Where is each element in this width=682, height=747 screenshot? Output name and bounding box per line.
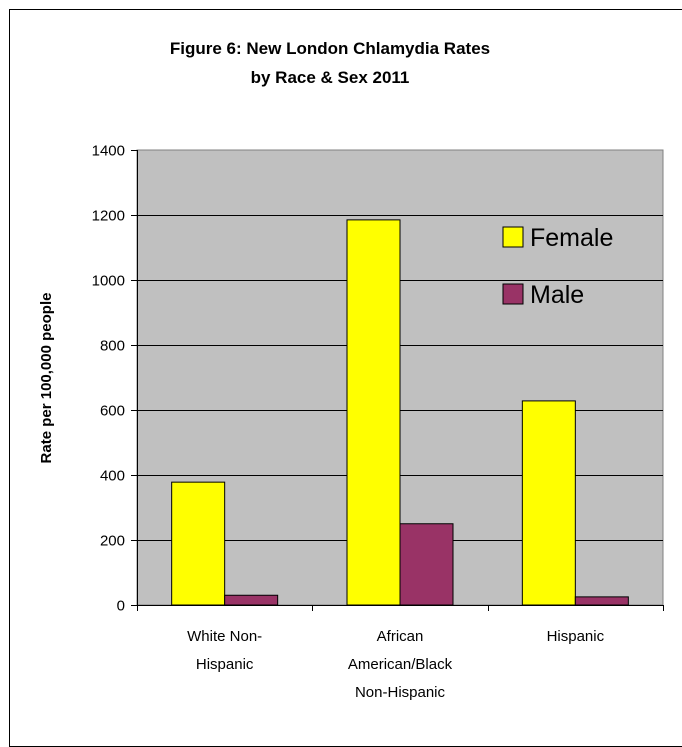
bar-female-1 <box>346 219 401 606</box>
bar-male-1 <box>399 523 454 606</box>
y-tick-label: 1200 <box>92 208 125 225</box>
bar-male-2 <box>574 596 629 606</box>
legend-swatch-male <box>502 283 524 305</box>
x-axis-ticks <box>137 605 664 611</box>
legend-label-male: Male <box>530 281 584 309</box>
y-axis-ticks: 0 200 400 600 800 1000 1200 1400 <box>92 143 137 615</box>
legend: Female Male <box>502 224 613 309</box>
x-category-label: Non-Hispanic <box>355 684 446 701</box>
x-category-label: Hispanic <box>547 628 605 645</box>
y-tick-label: 600 <box>100 403 125 420</box>
y-tick-label: 0 <box>117 598 125 615</box>
y-tick-label: 1400 <box>92 143 125 160</box>
bar-female-2 <box>521 400 576 606</box>
x-category-label: African <box>377 628 424 645</box>
chart-title: Figure 6: New London Chlamydia Rates by … <box>60 34 600 92</box>
legend-swatch-female <box>502 226 524 248</box>
y-tick-label: 200 <box>100 533 125 550</box>
bar-female-0 <box>171 481 226 606</box>
bars <box>171 219 629 606</box>
x-axis-labels: White Non- Hispanic African American/Black N… <box>187 628 604 701</box>
x-category-label: Hispanic <box>196 656 254 673</box>
y-axis-label: Rate per 100,000 people <box>38 293 55 464</box>
chart-title-line-1: Figure 6: New London Chlamydia Rates <box>169 39 491 58</box>
legend-label-female: Female <box>530 224 613 252</box>
y-tick-label: 1000 <box>92 273 125 290</box>
bar-male-0 <box>224 594 279 606</box>
x-category-label: American/Black <box>348 656 453 673</box>
chart-title-line-2: by Race & Sex 2011 <box>250 68 410 87</box>
y-tick-label: 400 <box>100 468 125 485</box>
x-category-label: White Non- <box>187 628 262 645</box>
y-tick-label: 800 <box>100 338 125 355</box>
